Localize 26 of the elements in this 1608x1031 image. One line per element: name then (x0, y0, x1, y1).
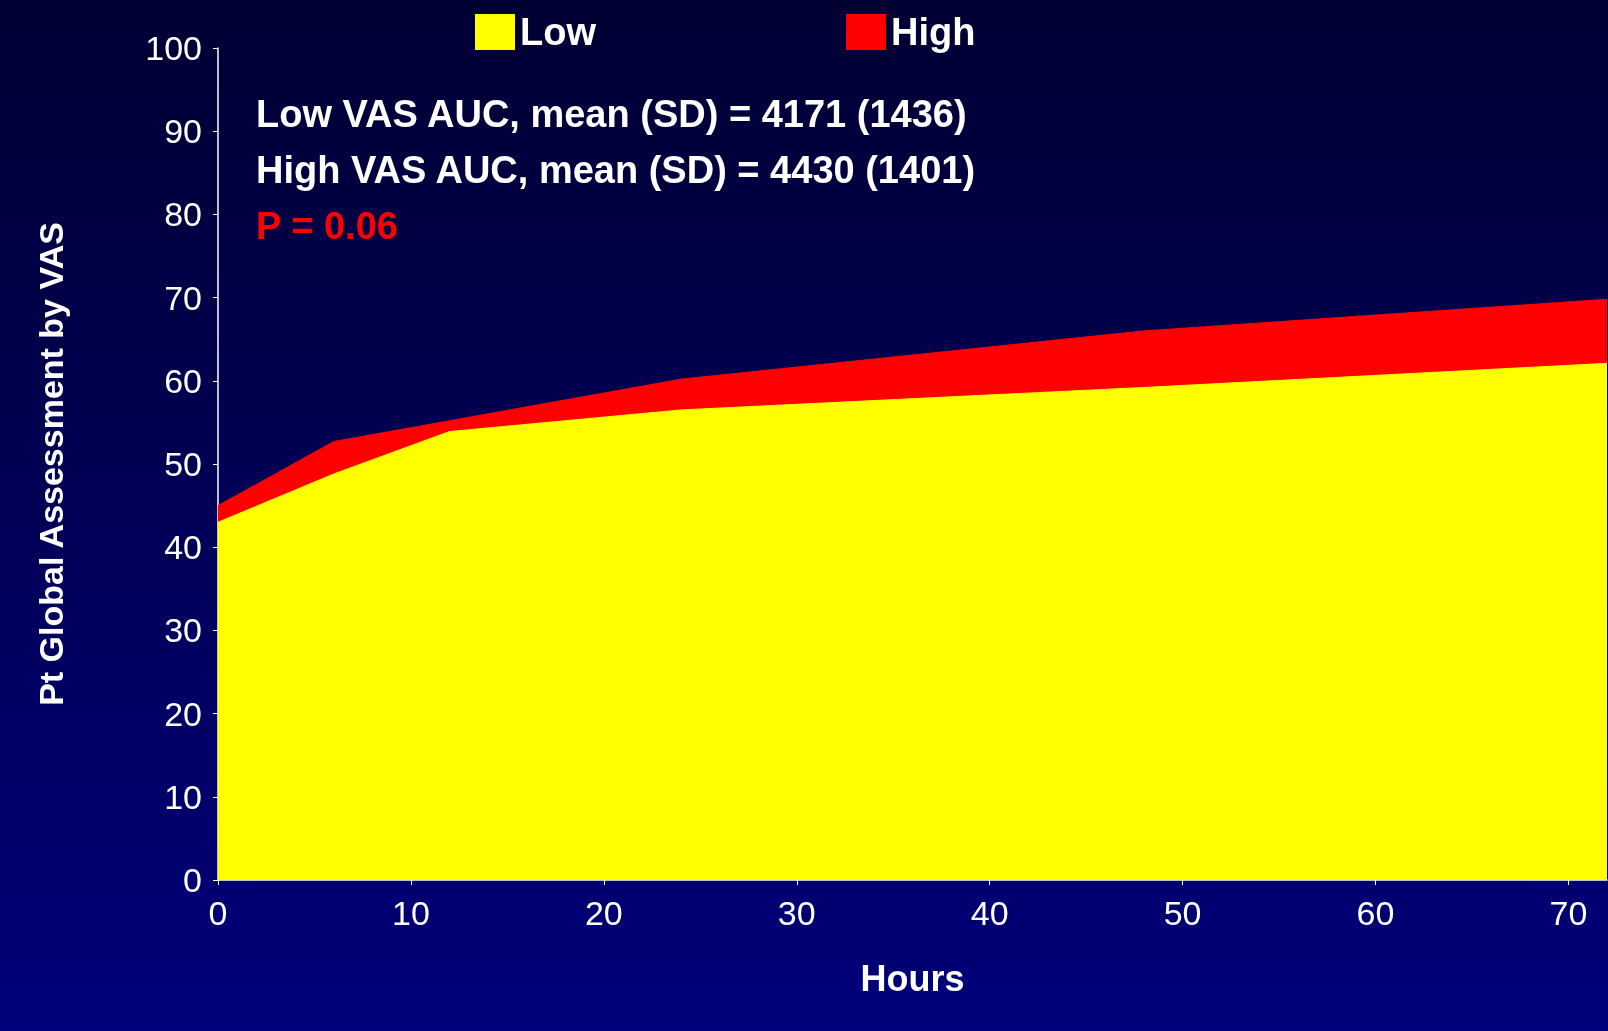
x-tick-label: 50 (1163, 894, 1202, 932)
x-tick-label: 30 (777, 894, 816, 932)
legend-label: Low (520, 11, 597, 53)
x-tick-label: 10 (392, 894, 430, 932)
annotation: Low VAS AUC, mean (SD) = 4171 (1436) (256, 93, 967, 135)
y-tick-label: 10 (164, 777, 202, 816)
x-tick-label: 0 (208, 894, 228, 932)
x-tick-label: 60 (1356, 894, 1395, 932)
y-tick-label: 30 (164, 611, 202, 650)
y-axis-title: Pt Global Assessment by VAS (32, 222, 70, 706)
x-axis-title: Hours (860, 957, 965, 999)
x-tick-label: 40 (970, 894, 1009, 932)
x-tick-label: 20 (584, 894, 623, 932)
legend-label: High (890, 11, 976, 53)
y-tick-label: 100 (145, 29, 202, 67)
y-tick-label: 90 (164, 112, 202, 151)
y-tick-label: 70 (164, 278, 202, 317)
y-tick-label: 50 (164, 445, 202, 483)
y-tick-label: 80 (164, 195, 202, 234)
y-tick-label: 20 (164, 694, 202, 733)
annotation: High VAS AUC, mean (SD) = 4430 (1401) (256, 149, 976, 191)
annotation: P = 0.06 (256, 205, 398, 247)
x-tick-label: 70 (1549, 894, 1588, 932)
y-tick-label: 0 (183, 861, 202, 899)
y-tick-label: 60 (164, 361, 202, 400)
y-tick-label: 40 (164, 528, 202, 567)
